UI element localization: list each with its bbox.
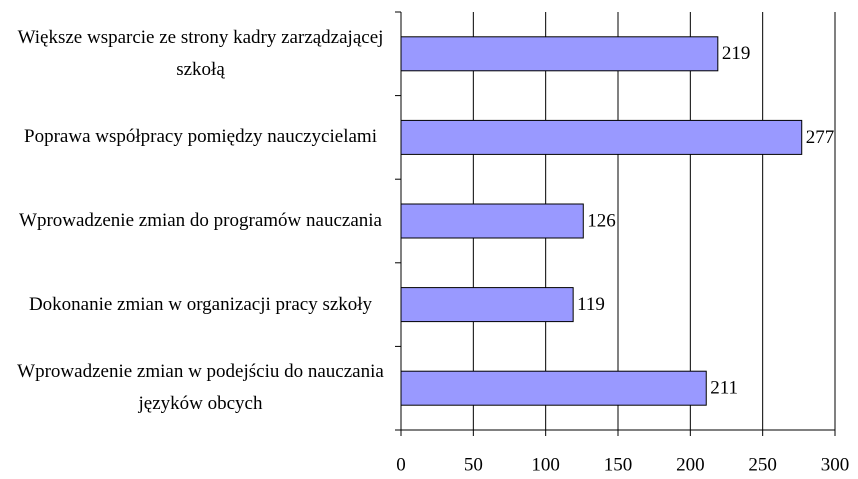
- y-tick-label: Wprowadzenie zmian do programów nauczani…: [19, 210, 382, 231]
- y-tick-label: Dokonanie zmian w organizacji pracy szko…: [28, 293, 373, 315]
- y-tick-label: Większe wsparcie ze strony kadry zarządz…: [17, 26, 384, 80]
- bar: [400, 287, 574, 323]
- value-label: 119: [577, 294, 605, 315]
- x-tick-label: 50: [464, 454, 483, 475]
- value-label: 219: [722, 43, 751, 64]
- y-tick-label: Poprawa współpracy pomiędzy nauczycielam…: [24, 126, 377, 148]
- x-tick-label: 200: [676, 454, 705, 475]
- value-label: 126: [587, 210, 616, 231]
- bar: [400, 36, 719, 72]
- value-label: 277: [806, 127, 835, 148]
- x-tick-label: 300: [821, 454, 850, 475]
- bar: [400, 119, 803, 155]
- value-label: 211: [710, 378, 738, 399]
- x-tick-label: 100: [531, 454, 560, 475]
- y-tick-label: Wprowadzenie zmian w podejściu do naucza…: [17, 361, 384, 415]
- bar: [400, 370, 707, 406]
- x-tick-label: 150: [604, 454, 633, 475]
- x-tick-label: 250: [748, 454, 777, 475]
- bar: [400, 203, 584, 239]
- x-tick-label: 0: [396, 454, 406, 475]
